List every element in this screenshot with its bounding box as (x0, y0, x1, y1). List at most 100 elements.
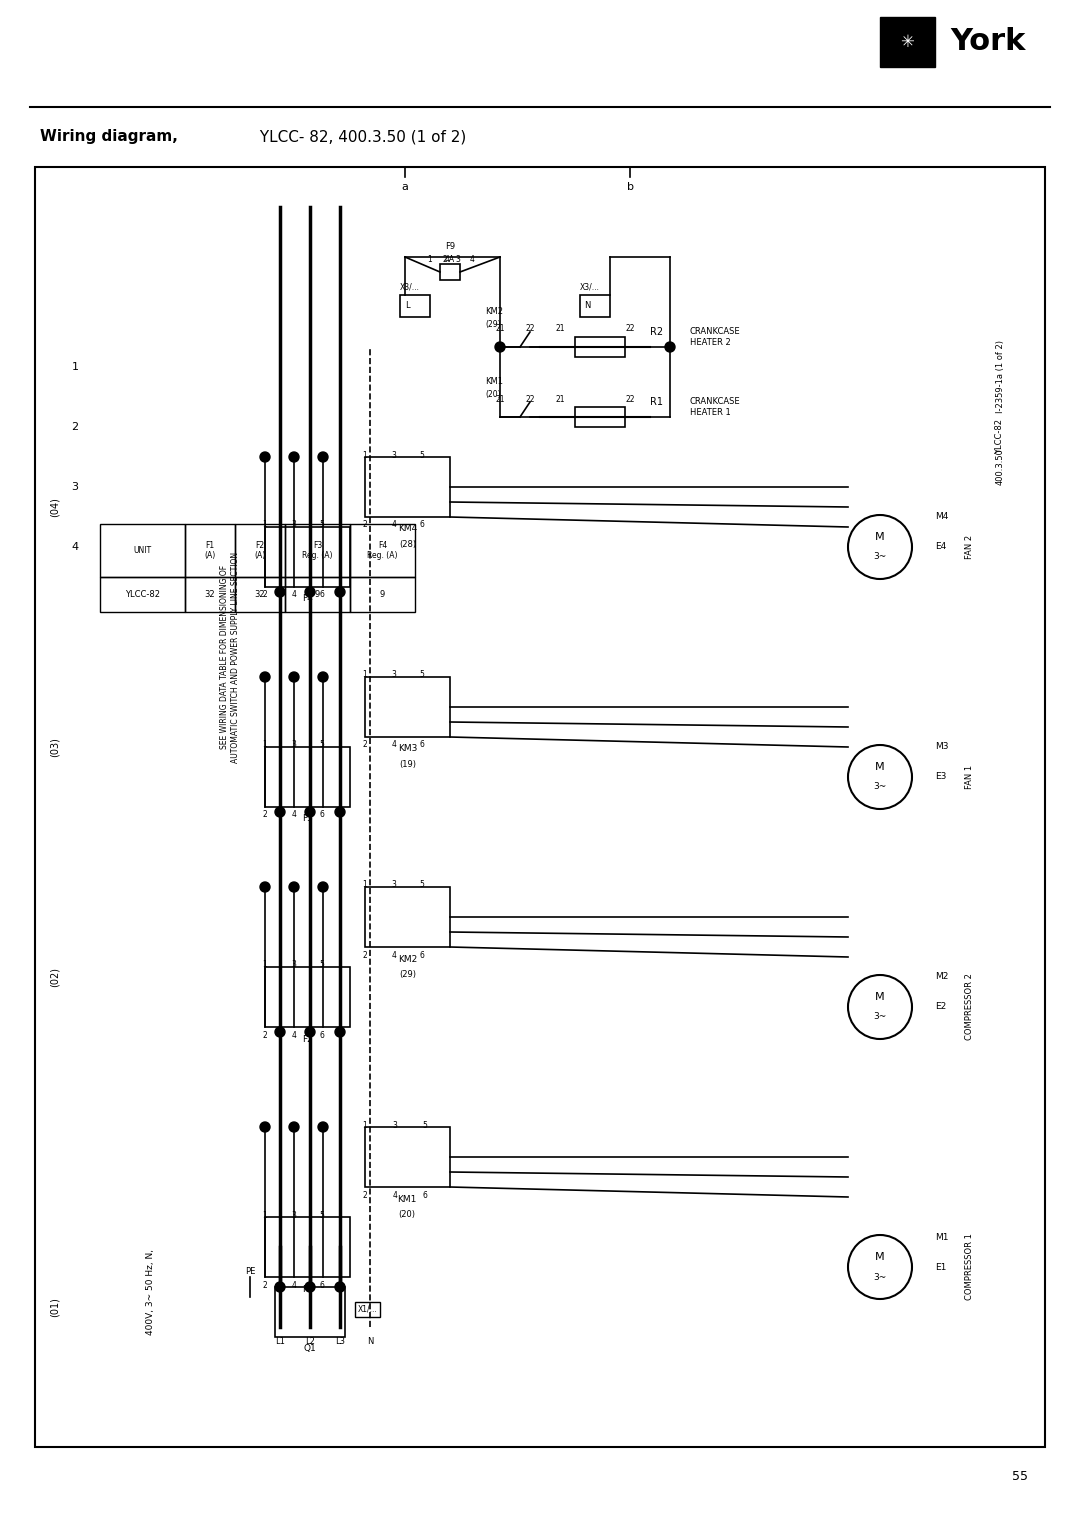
Text: L2: L2 (305, 1338, 315, 1347)
Text: N: N (367, 1338, 374, 1347)
Text: 3: 3 (292, 1211, 296, 1220)
Text: R2: R2 (650, 327, 663, 337)
Text: 2: 2 (262, 591, 268, 600)
Circle shape (318, 883, 328, 892)
Text: 3: 3 (71, 483, 79, 492)
Bar (285, 577, 350, 612)
Bar (350, 577, 415, 612)
Text: 6: 6 (320, 1281, 324, 1289)
Text: 3~: 3~ (874, 1012, 887, 1022)
Text: X3/...: X3/... (400, 282, 420, 292)
Text: 32: 32 (205, 589, 215, 599)
Text: 2: 2 (363, 950, 367, 959)
Text: YLCC-82: YLCC-82 (996, 420, 1004, 455)
Text: FAN 1: FAN 1 (966, 765, 974, 789)
Bar (235, 524, 285, 577)
Text: 3~: 3~ (874, 1272, 887, 1281)
Text: UNIT: UNIT (134, 547, 151, 556)
Text: COMPRESSOR 1: COMPRESSOR 1 (966, 1234, 974, 1301)
Text: 3~: 3~ (874, 782, 887, 791)
Text: L1: L1 (275, 1338, 285, 1347)
Text: M: M (875, 993, 885, 1002)
Bar (35, 166, 1045, 1448)
Circle shape (260, 672, 270, 683)
Circle shape (335, 1283, 345, 1292)
Text: 4: 4 (392, 521, 396, 530)
Bar (355, 1303, 380, 1316)
Text: 6: 6 (422, 1191, 428, 1200)
Bar (365, 457, 450, 518)
Text: 1: 1 (262, 960, 268, 970)
Bar (580, 295, 610, 318)
Text: CRANKCASE
HEATER 1: CRANKCASE HEATER 1 (690, 397, 741, 417)
Text: 55: 55 (1012, 1471, 1028, 1484)
Text: M3: M3 (935, 742, 948, 751)
Text: (29): (29) (485, 321, 501, 330)
Text: 3: 3 (392, 1121, 397, 1130)
Bar (575, 408, 625, 428)
Text: 5: 5 (320, 521, 324, 530)
Circle shape (275, 1028, 285, 1037)
Circle shape (495, 342, 505, 353)
Circle shape (335, 1028, 345, 1037)
Bar (235, 577, 285, 612)
Text: 3: 3 (292, 960, 296, 970)
Bar (265, 967, 350, 1028)
Text: KM1: KM1 (397, 1194, 417, 1203)
Bar (365, 1127, 450, 1186)
Text: 1: 1 (363, 881, 367, 890)
Text: YLCC- 82, 400.3.50 (1 of 2): YLCC- 82, 400.3.50 (1 of 2) (255, 130, 467, 145)
Text: 400V, 3~ 50 Hz, N,: 400V, 3~ 50 Hz, N, (146, 1249, 154, 1335)
Text: E2: E2 (935, 1003, 946, 1011)
Bar (440, 264, 460, 279)
Text: 22: 22 (625, 325, 635, 333)
Bar (285, 524, 350, 577)
Bar (265, 527, 350, 586)
Circle shape (289, 1122, 299, 1132)
Text: 4: 4 (392, 950, 396, 959)
Text: L: L (405, 301, 409, 310)
Text: M: M (875, 1252, 885, 1261)
Text: KM2: KM2 (397, 954, 417, 964)
Circle shape (289, 883, 299, 892)
Text: (03): (03) (50, 738, 60, 757)
Text: X1/...: X1/... (359, 1304, 378, 1313)
Circle shape (260, 1122, 270, 1132)
Text: FAN 2: FAN 2 (966, 534, 974, 559)
Text: (02): (02) (50, 967, 60, 986)
Circle shape (305, 586, 315, 597)
Text: 3~: 3~ (874, 553, 887, 562)
Text: 6: 6 (320, 1031, 324, 1040)
Text: 4: 4 (71, 542, 79, 551)
Text: 5: 5 (419, 670, 424, 680)
Text: 4: 4 (292, 1281, 296, 1289)
Bar (100, 524, 185, 577)
Text: 5: 5 (419, 450, 424, 460)
Bar (575, 337, 625, 357)
Text: KM2: KM2 (485, 307, 503, 316)
Text: CRANKCASE
HEATER 2: CRANKCASE HEATER 2 (690, 327, 741, 347)
Text: ✳: ✳ (901, 34, 915, 50)
Text: 9: 9 (315, 589, 320, 599)
Text: F4: F4 (302, 594, 313, 603)
Bar (185, 524, 235, 577)
Text: F2
(A): F2 (A) (255, 541, 266, 560)
Text: 5: 5 (422, 1121, 428, 1130)
Text: F9: F9 (445, 243, 455, 252)
Text: 3: 3 (392, 450, 396, 460)
Text: KM3: KM3 (397, 745, 417, 753)
Circle shape (260, 452, 270, 463)
Text: 1: 1 (262, 741, 268, 750)
Text: 4: 4 (392, 1191, 397, 1200)
Bar (365, 676, 450, 738)
Text: 2: 2 (363, 1191, 367, 1200)
Circle shape (305, 1028, 315, 1037)
Text: KM1: KM1 (485, 377, 503, 386)
Text: COMPRESSOR 2: COMPRESSOR 2 (966, 974, 974, 1040)
Circle shape (289, 452, 299, 463)
Text: L3: L3 (335, 1338, 345, 1347)
Text: YLCC-82: YLCC-82 (125, 589, 160, 599)
Text: SEE WIRING DATA TABLE FOR DIMENSIONING OF
AUTOMATIC SWITCH AND POWER SUPPLY LINE: SEE WIRING DATA TABLE FOR DIMENSIONING O… (220, 551, 240, 762)
Circle shape (275, 806, 285, 817)
Text: 2: 2 (443, 255, 447, 264)
